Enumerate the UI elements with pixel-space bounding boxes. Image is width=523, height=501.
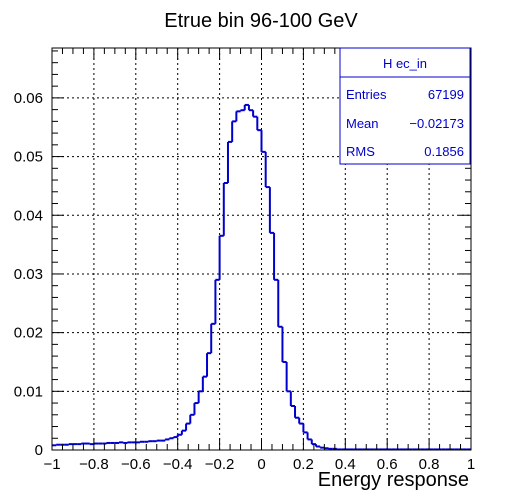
x-tick-label: 0.8 <box>419 456 440 473</box>
x-axis-label: Energy response <box>318 469 469 491</box>
x-tick-label: 0 <box>257 456 265 473</box>
stats-mean-value: −0.02173 <box>409 116 464 131</box>
y-tick-label: 0.01 <box>14 383 43 400</box>
stats-rms-label: RMS <box>346 144 375 159</box>
x-tick-label: −0.6 <box>121 456 151 473</box>
y-tick-label: 0.03 <box>14 266 43 283</box>
x-tick-label: −0.4 <box>163 456 193 473</box>
stats-entries-value: 67199 <box>428 87 464 102</box>
stats-entries-label: Entries <box>346 87 387 102</box>
histogram-bars <box>52 103 471 451</box>
y-tick-label: 0.06 <box>14 90 43 107</box>
x-tick-label: −0.2 <box>205 456 235 473</box>
x-tick-label: 0.6 <box>377 456 398 473</box>
x-tick-label: 0.4 <box>335 456 356 473</box>
y-axis: 0 0.01 0.02 0.03 0.04 0.05 0.06 <box>14 50 471 459</box>
stats-box-title: H ec_in <box>383 56 427 71</box>
x-tick-label: −0.8 <box>79 456 109 473</box>
stats-box-frame <box>339 47 471 165</box>
x-tick-label: 0.2 <box>293 456 314 473</box>
stats-mean-label: Mean <box>346 116 379 131</box>
stats-box: H ec_in Entries 67199 Mean −0.02173 RMS … <box>339 47 471 165</box>
y-tick-label: 0 <box>35 442 43 459</box>
x-tick-label: −1 <box>43 456 60 473</box>
y-tick-label: 0.04 <box>14 207 43 224</box>
chart-title: Etrue bin 96-100 GeV <box>164 10 358 32</box>
y-tick-label: 0.02 <box>14 325 43 342</box>
y-tick-label: 0.05 <box>14 149 43 166</box>
stats-rms-value: 0.1856 <box>424 144 464 159</box>
x-tick-label: 1 <box>467 456 475 473</box>
